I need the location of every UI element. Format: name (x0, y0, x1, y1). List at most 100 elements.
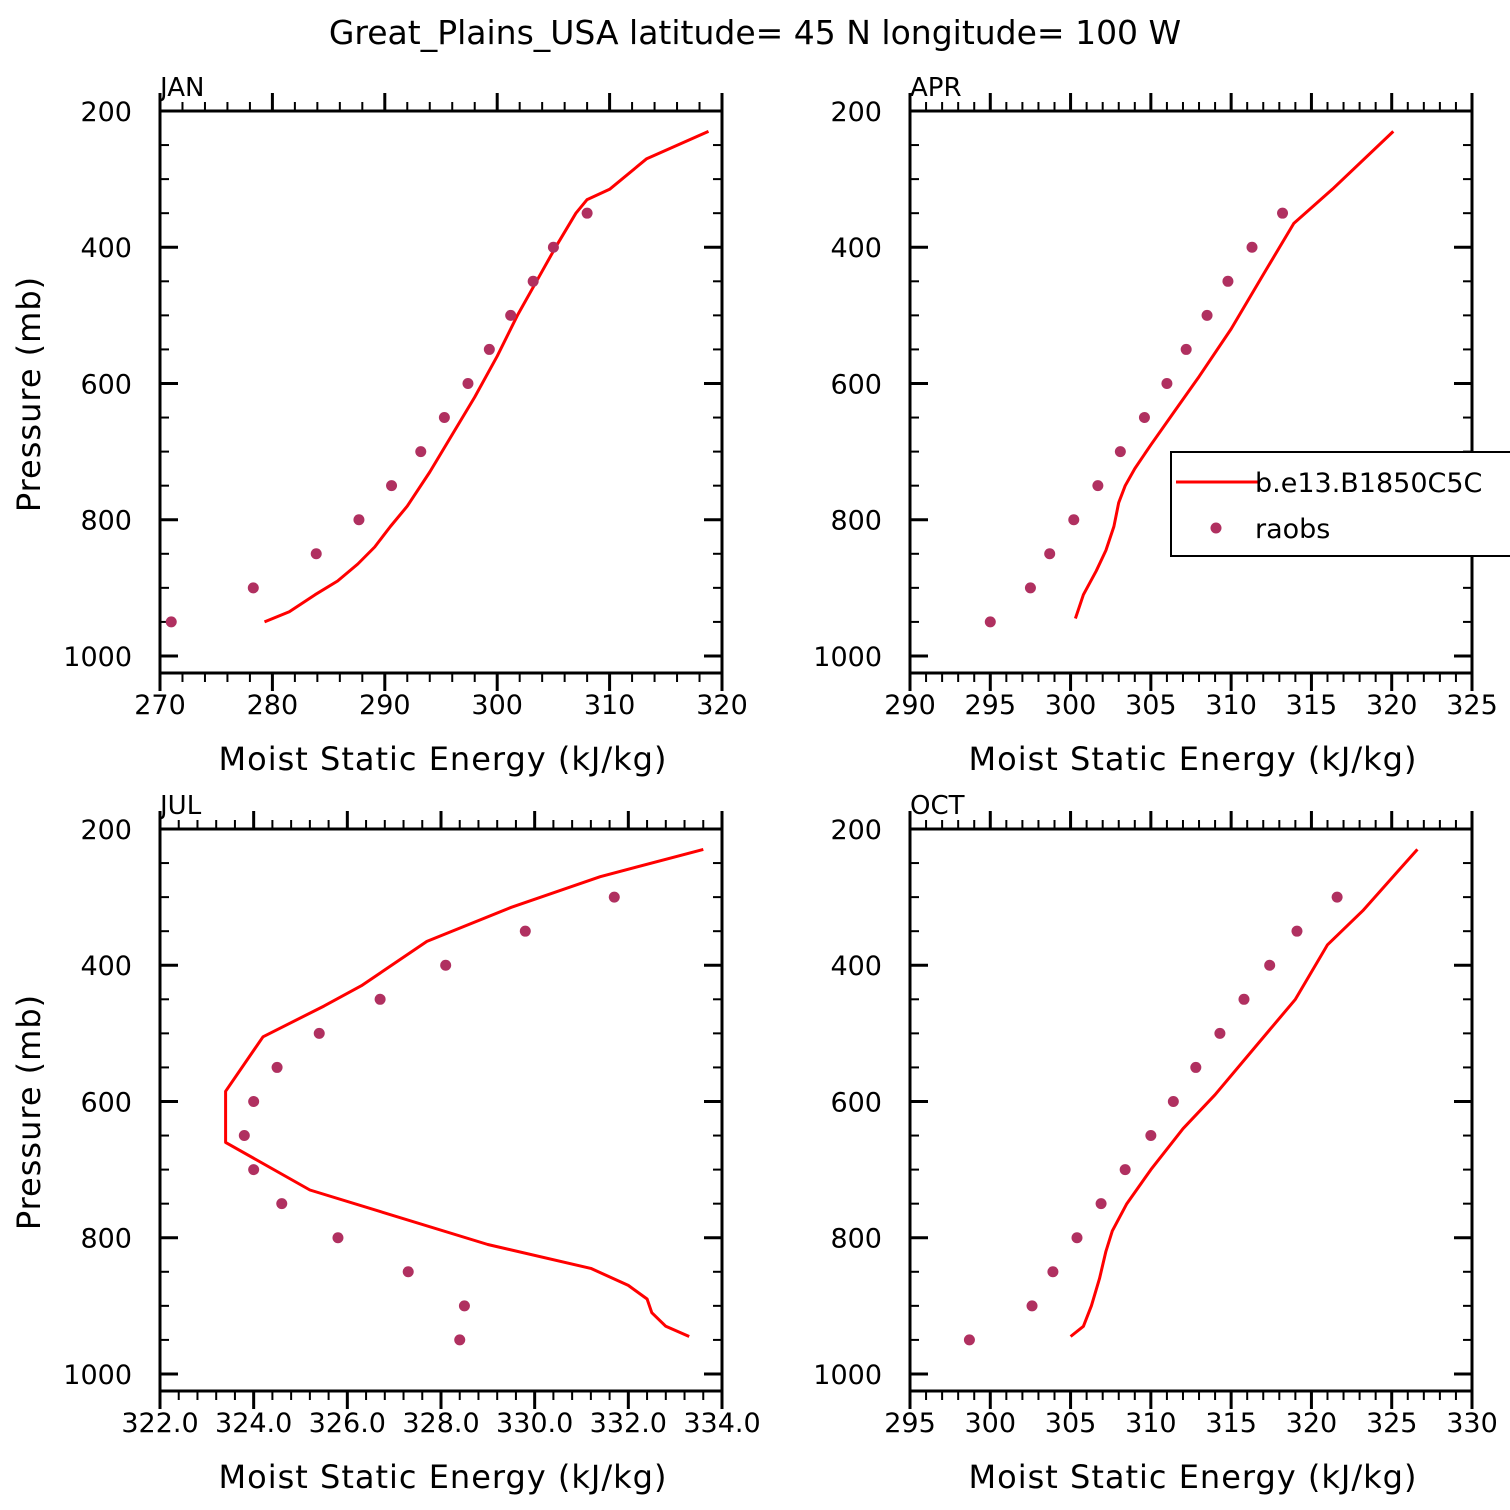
ticks-oct (908, 811, 1474, 1409)
raobs-point (440, 959, 452, 971)
y-tick-label: 1000 (63, 1360, 132, 1391)
raobs-point (353, 514, 365, 526)
panel-apr: APR 290 295 300 305 310 315 320 325 200 400 600 800 1… (813, 73, 1497, 778)
raobs-point (581, 207, 593, 219)
raobs-point (1092, 480, 1104, 492)
legend-box (1170, 451, 1510, 557)
raobs-point (1222, 275, 1234, 287)
raobs-point (238, 1130, 250, 1142)
y-tick-label: 200 (80, 97, 132, 128)
x-tick-label: 325 (1366, 1408, 1418, 1439)
raobs-point (248, 1095, 260, 1107)
data-jan (165, 130, 710, 628)
raobs-point (458, 1300, 470, 1312)
y-tick-label: 200 (80, 815, 132, 846)
y-tick-label: 800 (830, 506, 882, 537)
x-tick-label: 334.0 (683, 1408, 760, 1439)
raobs-point (963, 1334, 975, 1346)
x-tick-label: 320 (696, 690, 748, 721)
panel-jul: JUL 322.0 324.0 326.0 328.0 330.0 332.0 334.0 20… (10, 791, 761, 1496)
x-tick-label: 325 (1446, 690, 1498, 721)
x-tick-label: 332.0 (590, 1408, 667, 1439)
raobs-point (454, 1334, 466, 1346)
raobs-point (1138, 412, 1150, 424)
legend: b.e13.B1850C5C raobs (1170, 451, 1510, 557)
data-oct (963, 848, 1419, 1346)
y-tick-label: 1000 (813, 642, 882, 673)
ticks-apr (908, 93, 1474, 691)
x-tick-label: 310 (584, 690, 636, 721)
y-tick-label: 1000 (63, 642, 132, 673)
y-tick-label: 800 (80, 1224, 132, 1255)
legend-obs-label: raobs (1255, 514, 1330, 545)
x-tick-label: 305 (1045, 1408, 1097, 1439)
plot-frame-oct (908, 827, 1474, 1393)
raobs-point (438, 412, 450, 424)
legend-dot-swatch (1210, 522, 1222, 534)
plot-frame-jan (158, 109, 724, 675)
x-axis-label-apr: Moist Static Energy (kJ/kg) (969, 740, 1418, 778)
raobs-point (1044, 548, 1056, 560)
raobs-point (527, 275, 539, 287)
raobs-point (1238, 993, 1250, 1005)
x-tick-label: 320 (1286, 1408, 1338, 1439)
raobs-point (462, 377, 474, 389)
y-tick-label: 400 (80, 233, 132, 264)
raobs-point (505, 309, 517, 321)
y-axis-label-jan: Pressure (mb) (10, 276, 48, 512)
raobs-point (1145, 1130, 1157, 1142)
x-tick-label: 280 (247, 690, 299, 721)
raobs-point (374, 993, 386, 1005)
panel-label-jul: JUL (158, 791, 202, 821)
model-line-oct (1069, 848, 1419, 1338)
y-axis-label-jul: Pressure (mb) (10, 994, 48, 1230)
raobs-point (165, 616, 177, 628)
x-tick-label: 322.0 (121, 1408, 198, 1439)
raobs-point (1246, 241, 1258, 253)
y-tick-label: 200 (830, 97, 882, 128)
raobs-point (1190, 1061, 1202, 1073)
model-line-jul (224, 847, 704, 1338)
panel-jan: JAN 270 280 290 300 310 320 200 400 600 800 1000 Moi… (10, 73, 748, 778)
x-tick-label: 315 (1205, 1408, 1257, 1439)
raobs-point (608, 891, 620, 903)
x-tick-label: 310 (1125, 1408, 1177, 1439)
x-tick-label: 295 (965, 690, 1017, 721)
raobs-point (483, 343, 495, 355)
raobs-point (1214, 1027, 1226, 1039)
y-tick-label: 400 (830, 951, 882, 982)
raobs-point (1331, 891, 1343, 903)
panel-label-jan: JAN (158, 73, 204, 103)
data-jul (224, 847, 704, 1346)
y-tick-label: 600 (80, 1087, 132, 1118)
x-tick-label: 290 (359, 690, 411, 721)
raobs-point (1277, 207, 1289, 219)
x-tick-label: 328.0 (402, 1408, 479, 1439)
y-tick-label: 1000 (813, 1360, 882, 1391)
raobs-point (1095, 1198, 1107, 1210)
x-tick-label: 300 (965, 1408, 1017, 1439)
raobs-point (402, 1266, 414, 1278)
x-tick-label: 324.0 (215, 1408, 292, 1439)
y-tick-label: 600 (830, 1087, 882, 1118)
raobs-point (984, 616, 996, 628)
raobs-point (1114, 446, 1126, 458)
panel-label-apr: APR (910, 73, 962, 103)
x-tick-label: 315 (1286, 690, 1338, 721)
x-tick-label: 320 (1366, 690, 1418, 721)
model-line-jan (263, 130, 710, 624)
legend-model-label: b.e13.B1850C5C (1255, 468, 1482, 499)
y-tick-label: 800 (830, 1224, 882, 1255)
raobs-point (1161, 377, 1173, 389)
ticks-jan (158, 93, 724, 691)
raobs-point (1026, 1300, 1038, 1312)
raobs-point (1119, 1164, 1131, 1176)
raobs-point (1071, 1232, 1083, 1244)
model-line-apr (1073, 130, 1395, 619)
x-axis-label-jul: Moist Static Energy (kJ/kg) (219, 1458, 668, 1496)
x-tick-label: 330 (1446, 1408, 1498, 1439)
y-tick-label: 600 (830, 369, 882, 400)
raobs-point (310, 548, 322, 560)
raobs-point (1264, 959, 1276, 971)
